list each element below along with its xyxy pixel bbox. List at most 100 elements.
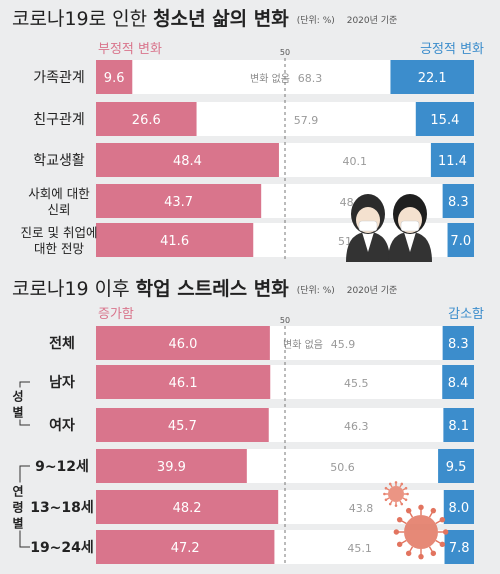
value-label-positive: 8.1 [448,419,469,434]
value-label-neutral: 46.3 [344,420,369,433]
category-label: 진로 및 취업에 [21,225,98,240]
value-label-neutral: 57.9 [294,114,319,127]
chart-title-bold: 학업 스트레스 변화 [136,278,290,300]
virus-spike-tip [394,504,398,507]
group-label-bg [11,514,25,531]
neutral-legend: 변화 없음 [283,338,323,351]
value-label-negative: 43.7 [164,195,193,210]
virus-spike-tip [404,486,408,490]
category-label: 친구관계 [33,112,85,128]
bar-positive [415,102,474,136]
value-label-negative: 39.9 [157,460,186,475]
category-label: 전체 [49,335,75,352]
group-label-bg [11,498,25,515]
bar-negative [96,102,197,136]
category-label: 9~12세 [35,459,89,475]
year-label: 2020년 기준 [347,15,398,26]
bar-negative [96,60,133,94]
bar-row: 47.2 45.1 7.8 19~24세 [30,530,474,564]
group-bracket: 성별 [11,381,30,426]
category-label: 여자 [49,417,75,434]
value-label-negative: 45.7 [168,419,197,434]
unit-label: (단위: %) [297,285,335,296]
virus-spike-tip [404,498,408,502]
bar-positive [443,408,474,442]
chart-title-bold: 청소년 삶의 변화 [153,8,289,30]
value-label-positive: 11.4 [438,154,467,169]
midpoint-label: 50 [280,316,290,325]
virus-spike-tip [396,541,403,548]
value-label-neutral: 40.1 [342,155,367,168]
group-label: 연 [12,484,23,499]
category-label: 대한 전망 [34,241,84,256]
virus-spike-tip [439,516,446,523]
value-label-negative: 41.6 [160,234,189,249]
category-label: 사회에 대한 [28,186,90,201]
group-label: 별 [12,405,23,420]
bar-positive [442,326,474,360]
legend-left: 증가함 [98,307,134,322]
group-label-bg [11,387,25,404]
bar-negative [96,326,270,360]
virus-spike-tip [400,502,404,506]
value-label-neutral: 43.8 [349,502,374,515]
virus-spike-tip [418,553,424,560]
value-label-positive: 9.5 [446,460,467,475]
value-label-neutral: 68.3 [298,72,323,85]
value-label-negative: 48.4 [173,154,202,169]
virus-spike-tip [384,486,388,490]
value-label-positive: 7.8 [449,541,470,556]
category-label: 남자 [49,374,75,391]
neutral-legend: 변화 없음 [250,72,290,85]
group-label: 성 [12,390,23,404]
virus-spike-tip [383,492,386,496]
value-label-positive: 15.4 [430,113,459,128]
value-label-negative: 9.6 [104,71,125,86]
group-bracket: 연령별 [11,465,30,548]
bar-row: 39.9 50.6 9.5 9~12세 [35,449,474,483]
virus-spike-tip [430,507,437,514]
virus-spike-tip [405,507,412,514]
virus-spike-tip [418,504,424,511]
coronavirus-icon [393,504,449,560]
virus-spike-tip [388,482,392,486]
chart-title: 코로나19 이후 학업 스트레스 변화 [12,278,289,300]
bar-positive [390,60,474,94]
value-label-neutral: 50.6 [330,461,355,474]
virus-core [388,486,404,502]
bar-negative [96,408,269,442]
legend-right: 감소함 [448,307,484,322]
bar-row: 45.7 46.3 8.1 여자 [49,408,474,442]
virus-spike-tip [394,481,398,484]
mask [358,220,378,232]
bar-negative [96,223,254,257]
virus-spike-tip [393,529,400,535]
category-label: 신뢰 [47,202,70,217]
bar-positive [444,530,474,564]
chart-title-prefix: 코로나19로 인한 [12,8,153,30]
legend-right: 긍정적 변화 [420,42,484,57]
bar-positive [442,184,474,218]
two-students-icon [346,194,432,262]
virus-core [404,515,438,549]
unit-label: (단위: %) [297,15,335,26]
bar-negative [96,365,271,399]
bar-positive [443,490,474,524]
bar-negative [96,143,279,177]
virus-spike-tip [439,541,446,548]
bar-row: 26.6 57.9 15.4 친구관계 [33,102,474,136]
virus-spike-tip [405,550,412,557]
coronavirus-icon [383,481,409,507]
bar-row: 46.1 45.5 8.4 남자 [49,365,474,399]
bar-negative [96,449,247,483]
virus-spike-tip [384,498,388,502]
chart-title: 코로나19로 인한 청소년 삶의 변화 [12,8,289,30]
value-label-positive: 7.0 [450,234,471,249]
student-collar [404,232,416,252]
bar-row: 46.0 45.9 8.3 변화 없음 전체 [49,326,474,360]
category-label: 19~24세 [30,540,94,556]
virus-spike-tip [430,550,437,557]
virus-spike-tip [400,482,404,486]
value-label-positive: 8.4 [448,376,469,391]
